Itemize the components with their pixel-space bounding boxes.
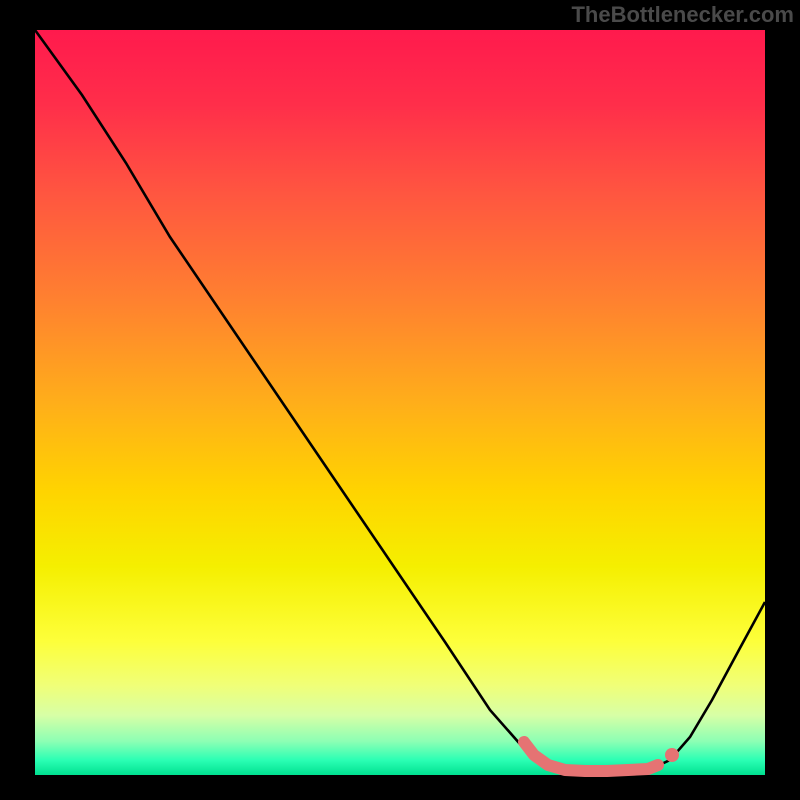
marker-dots: [665, 748, 679, 762]
bottleneck-curve-chart: [0, 0, 800, 800]
marker-dot: [665, 748, 679, 762]
chart-container: TheBottlenecker.com: [0, 0, 800, 800]
gradient-background: [35, 30, 765, 775]
watermark-text: TheBottlenecker.com: [571, 2, 794, 28]
